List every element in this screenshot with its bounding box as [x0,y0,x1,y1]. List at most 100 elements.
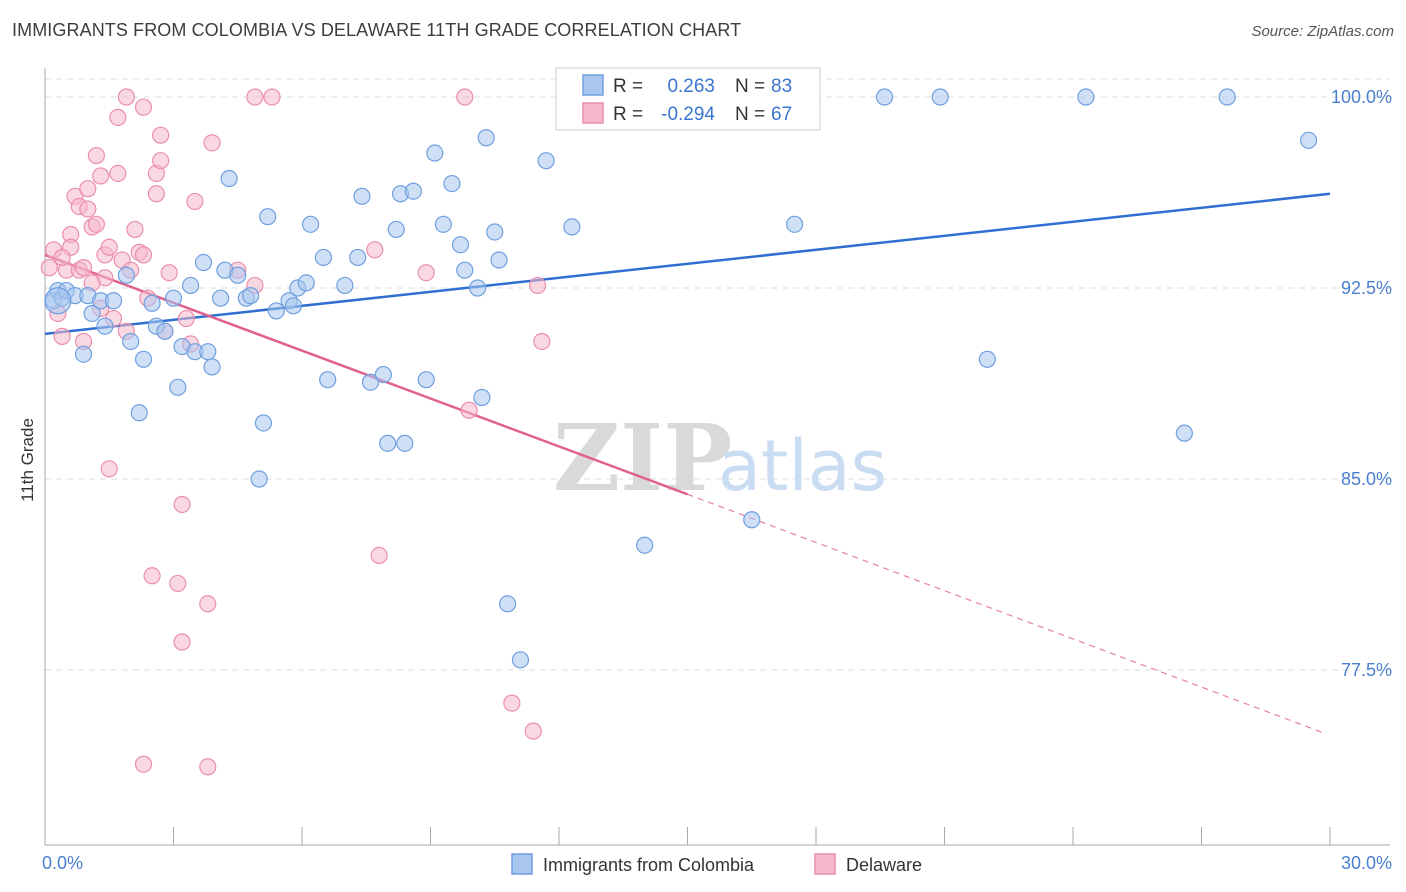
data-point-colombia [164,289,183,307]
data-point-colombia [743,511,761,529]
data-point-colombia [259,208,277,226]
data-point-colombia [220,169,238,188]
data-point-colombia [199,343,217,361]
data-point-colombia [242,287,260,305]
x-tick-label: 0.0% [42,853,83,873]
data-point-delaware [134,246,153,264]
data-point-colombia [229,266,247,284]
legend-r-value: -0.294 [661,104,715,125]
data-point-delaware [169,574,187,593]
legend-n-label: N = [735,76,765,97]
data-point-colombia [301,215,320,233]
data-point-colombia [122,332,140,351]
data-points [40,88,1318,776]
data-point-colombia [349,248,367,267]
legend-swatch-pink [582,102,604,124]
x-tick-label: 30.0% [1341,853,1392,873]
data-point-delaware [152,126,170,144]
bottom-legend: Immigrants from Colombia Delaware [511,853,922,875]
grid-lines [45,78,1390,671]
x-tick-labels: 0.0% 30.0% [42,853,1392,873]
data-point-colombia [477,129,495,147]
data-point-colombia [875,88,894,106]
data-point-colombia [636,536,654,554]
bottom-legend-swatch-pink [814,853,836,875]
data-point-colombia [361,373,380,391]
data-point-delaware [109,164,127,182]
data-point-colombia [117,266,135,284]
data-point-colombia [931,88,949,106]
data-point-delaware [203,134,221,152]
data-point-colombia [74,345,93,363]
data-point-delaware [186,192,204,211]
data-point-colombia [490,251,508,269]
data-point-colombia [511,651,530,669]
y-tick-labels: 77.5% 85.0% 92.5% 100.0% [1331,87,1392,680]
legend-n-value: 83 [771,76,792,97]
data-point-colombia [267,302,285,320]
data-point-delaware [109,108,127,126]
data-point-colombia [83,304,101,323]
data-point-colombia [374,365,392,384]
data-point-colombia [469,279,487,297]
trend-line-colombia [44,192,1331,336]
data-point-colombia [451,236,470,254]
data-point-colombia [254,414,273,432]
legend-r-label: R = [613,104,643,125]
data-point-colombia [182,276,200,295]
data-point-delaware [79,180,97,198]
data-point-colombia [434,215,452,233]
data-point-delaware [134,98,153,116]
legend-n-value: 67 [771,104,792,125]
data-point-colombia [443,174,461,193]
y-axis-label: 11th Grade [18,418,37,502]
data-point-delaware [177,309,195,328]
data-point-delaware [528,276,547,295]
data-point-delaware [87,146,106,165]
data-point-delaware [173,633,191,651]
data-point-colombia [978,350,996,368]
data-point-colombia [387,220,405,239]
data-point-colombia [96,317,114,335]
data-point-colombia [563,218,581,236]
data-point-delaware [87,215,106,233]
data-point-delaware [524,722,542,740]
bottom-legend-label-colombia: Immigrants from Colombia [543,855,755,875]
y-tick-label: 85.0% [1341,469,1392,489]
data-point-delaware [246,88,264,106]
data-point-colombia [336,276,354,295]
data-point-colombia [1218,88,1236,106]
data-point-delaware [100,238,118,256]
data-point-delaware [417,264,435,282]
axes [44,68,1390,846]
data-point-delaware [126,220,144,239]
y-tick-label: 77.5% [1341,660,1392,680]
data-point-colombia [284,297,303,315]
data-point-delaware [173,495,191,514]
data-point-colombia [319,371,337,389]
data-point-delaware [117,88,135,106]
data-point-colombia [212,289,230,307]
data-point-colombia [130,404,148,422]
y-tick-label: 100.0% [1331,87,1392,107]
legend-r-value: 0.263 [667,76,715,97]
trend-line-delaware-extension [687,493,1326,735]
data-point-colombia [156,322,174,340]
data-point-delaware [79,200,97,218]
data-point-delaware [134,755,153,773]
data-point-colombia [250,470,268,488]
y-tick-label: 92.5% [1341,278,1392,298]
data-point-delaware [53,248,71,267]
data-point-delaware [152,152,170,170]
data-point-colombia [44,287,72,315]
data-point-colombia [396,434,414,452]
data-point-colombia [404,182,422,200]
legend-n-label: N = [735,104,765,125]
data-point-colombia [353,187,371,205]
data-point-colombia [537,152,555,170]
data-point-colombia [379,434,397,452]
data-point-delaware [147,185,165,203]
data-point-colombia [426,144,444,162]
data-point-delaware [199,758,217,776]
data-point-colombia [1175,424,1193,442]
